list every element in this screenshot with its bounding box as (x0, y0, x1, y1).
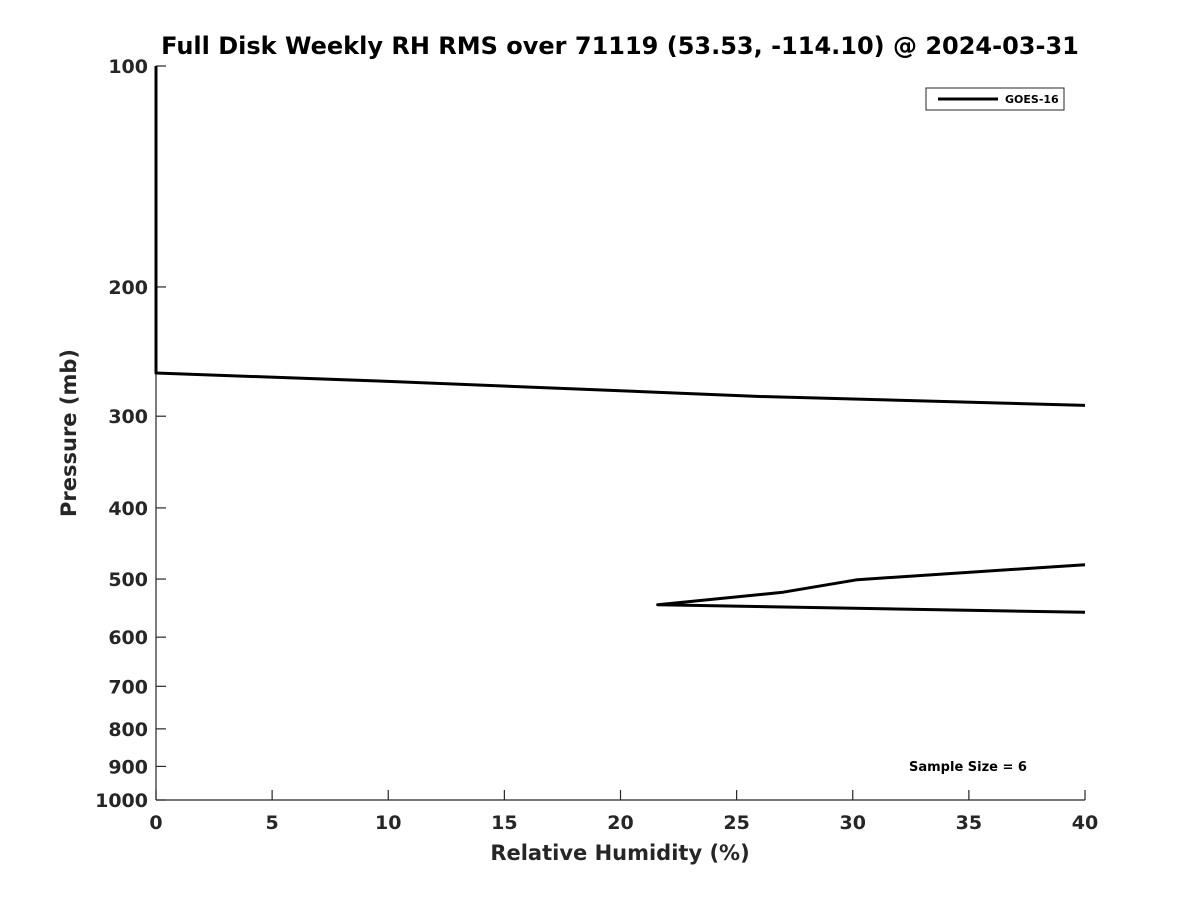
legend: GOES-16 (925, 87, 1065, 111)
y-tick-label: 600 (108, 627, 148, 649)
y-tick-label: 800 (108, 719, 148, 741)
y-tick-label: 1000 (95, 790, 148, 812)
legend-label-goes-16: GOES-16 (1005, 93, 1059, 106)
series-layer (154, 66, 1086, 614)
x-tick-label: 30 (840, 812, 866, 834)
x-axis-label: Relative Humidity (%) (490, 841, 749, 865)
y-tick-label: 900 (108, 756, 148, 778)
sample-size-annotation: Sample Size = 6 (909, 760, 1027, 775)
x-ticks: 0 5 10 15 20 25 30 35 40 (149, 790, 1098, 834)
y-tick-label: 300 (108, 406, 148, 428)
x-tick-label: 5 (266, 812, 279, 834)
x-tick-label: 20 (607, 812, 633, 834)
x-tick-label: 35 (956, 812, 982, 834)
x-tick-label: 10 (375, 812, 401, 834)
y-tick-label: 200 (108, 277, 148, 299)
y-tick-label: 100 (108, 56, 148, 78)
series-line-goes-16 (154, 66, 1086, 614)
x-tick-label: 40 (1072, 812, 1098, 834)
x-tick-label: 25 (723, 812, 749, 834)
y-tick-label: 700 (108, 676, 148, 698)
x-tick-label: 0 (149, 812, 162, 834)
y-tick-label: 500 (108, 569, 148, 591)
y-tick-label: 400 (108, 498, 148, 520)
axes (155, 66, 1085, 801)
chart-title: Full Disk Weekly RH RMS over 71119 (53.5… (161, 32, 1079, 60)
x-tick-label: 15 (491, 812, 517, 834)
y-axis-label: Pressure (mb) (57, 349, 81, 517)
y-ticks: 100 200 300 400 500 600 700 800 900 1000 (95, 56, 166, 812)
